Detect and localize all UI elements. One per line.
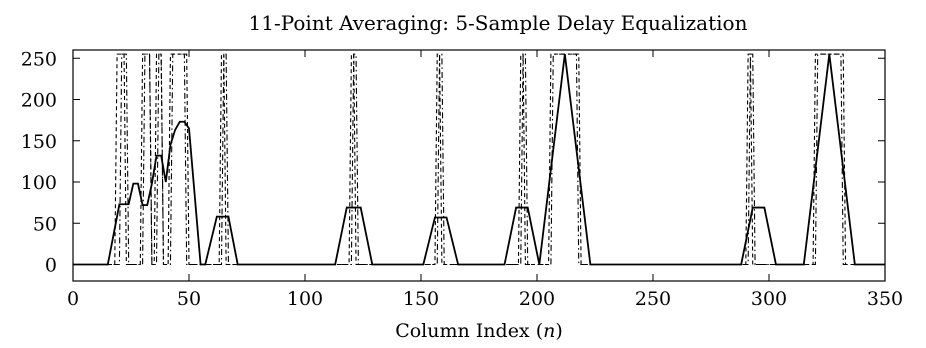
x-tick-label: 100 xyxy=(287,288,323,310)
series-line-solid xyxy=(73,54,885,266)
x-tick-label: 350 xyxy=(867,288,903,310)
x-tick-label: 200 xyxy=(519,288,555,310)
y-tick-label: 250 xyxy=(21,48,57,70)
x-axis-label-var: n xyxy=(543,320,555,342)
y-tick-label: 0 xyxy=(45,255,57,277)
series-layer xyxy=(73,53,885,266)
x-tick-label: 50 xyxy=(177,288,201,310)
y-tick-label: 150 xyxy=(21,131,57,153)
x-tick-label: 150 xyxy=(403,288,439,310)
x-tick-label: 300 xyxy=(751,288,787,310)
x-tick-label: 0 xyxy=(67,288,79,310)
y-tick-label: 50 xyxy=(33,213,57,235)
y-tick-label: 200 xyxy=(21,90,57,112)
x-axis-label-close: ) xyxy=(555,320,562,342)
x-axis-label-text: Column Index ( xyxy=(395,320,543,342)
chart-title: 11-Point Averaging: 5-Sample Delay Equal… xyxy=(249,11,748,35)
plot-frame xyxy=(72,49,886,282)
x-axis-label: Column Index (n) xyxy=(395,320,563,342)
series-line-dashdot xyxy=(73,53,885,266)
x-tick-label: 250 xyxy=(635,288,671,310)
y-tick-label: 100 xyxy=(21,172,57,194)
series-line-dashed xyxy=(73,53,885,266)
ticks-layer: 0 50 100 150 200 250 300 350 0 50 100 150 200 250 xyxy=(21,48,903,310)
